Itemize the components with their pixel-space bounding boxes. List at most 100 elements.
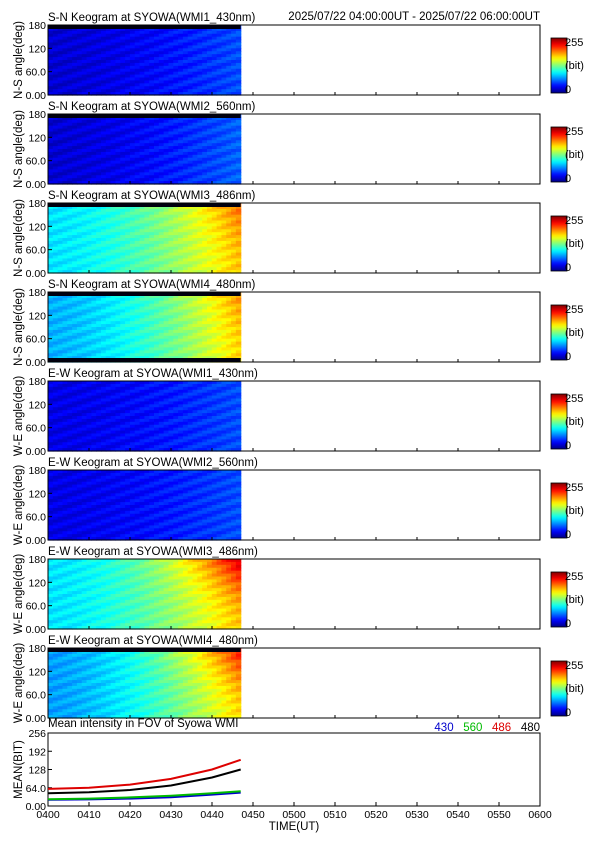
- heatmap-cell: [139, 54, 145, 58]
- heatmap-cell: [139, 433, 145, 438]
- heatmap-cell: [235, 74, 242, 79]
- heatmap-cell: [72, 208, 78, 213]
- heatmap-cell: [202, 116, 208, 121]
- heatmap-cell: [178, 246, 184, 251]
- heatmap-cell: [231, 214, 237, 219]
- heatmap-cell: [105, 36, 112, 41]
- heatmap-cell: [134, 300, 141, 305]
- heatmap-cell: [96, 353, 102, 357]
- heatmap-cell: [192, 33, 198, 38]
- heatmap-cell: [216, 137, 223, 141]
- heatmap-cell: [129, 270, 136, 274]
- heatmap-cell: [125, 60, 131, 64]
- heatmap-cell: [153, 327, 160, 331]
- heatmap-cell: [226, 404, 232, 408]
- heatmap-cell: [168, 436, 174, 440]
- heatmap-cell: [192, 356, 198, 360]
- heatmap-cell: [67, 332, 73, 337]
- heatmap-cell: [192, 134, 198, 138]
- heatmap-cell: [110, 128, 117, 133]
- heatmap-cell: [139, 258, 145, 262]
- heatmap-cell: [76, 54, 83, 58]
- heatmap-cell: [96, 223, 102, 227]
- heatmap-cell: [173, 68, 179, 73]
- heatmap-cell: [67, 140, 73, 144]
- heatmap-cell: [91, 252, 97, 257]
- heatmap-cell: [149, 264, 155, 268]
- heatmap-image: [48, 114, 242, 185]
- heatmap-cell: [153, 92, 160, 96]
- heatmap-cell: [48, 448, 54, 452]
- heatmap-cell: [139, 74, 145, 79]
- heatmap-cell: [52, 125, 59, 130]
- heatmap-cell: [211, 430, 218, 435]
- heatmap-cell: [216, 294, 223, 299]
- heatmap-cell: [100, 430, 107, 435]
- heatmap-cell: [110, 439, 117, 443]
- heatmap-cell: [192, 226, 198, 230]
- heatmap-cell: [91, 264, 97, 268]
- heatmap-cell: [168, 229, 174, 233]
- heatmap-cell: [110, 350, 117, 354]
- heatmap-cell: [202, 163, 208, 168]
- heatmap-cell: [216, 172, 223, 176]
- heatmap-cell: [231, 83, 237, 87]
- heatmap-cell: [202, 86, 208, 90]
- heatmap-cell: [211, 27, 218, 32]
- heatmap-cell: [192, 211, 198, 216]
- heatmap-cell: [216, 143, 223, 147]
- heatmap-cell: [216, 258, 223, 262]
- heatmap-cell: [231, 140, 237, 144]
- heatmap-cell: [211, 335, 218, 340]
- heatmap-cell: [86, 261, 92, 265]
- heatmap-cell: [197, 160, 203, 165]
- heatmap-cell: [110, 332, 117, 337]
- heatmap-cell: [149, 60, 155, 64]
- heatmap-cell: [144, 151, 150, 156]
- heatmap-cell: [62, 71, 68, 76]
- heatmap-cell: [125, 306, 131, 311]
- heatmap-cell: [48, 321, 54, 325]
- heatmap-cell: [149, 327, 155, 331]
- heatmap-cell: [216, 30, 223, 35]
- heatmap-cell: [235, 353, 242, 357]
- heatmap-cell: [226, 329, 232, 334]
- heatmap-cell: [76, 137, 83, 141]
- heatmap-cell: [221, 30, 227, 35]
- heatmap-cell: [178, 350, 184, 354]
- heatmap-cell: [86, 119, 92, 124]
- heatmap-cell: [231, 418, 237, 423]
- heatmap-cell: [86, 294, 92, 299]
- heatmap-cell: [115, 137, 121, 141]
- heatmap-cell: [192, 140, 198, 144]
- heatmap-cell: [134, 410, 141, 414]
- heatmap-cell: [206, 146, 213, 150]
- heatmap-cell: [48, 48, 54, 52]
- heatmap-cell: [76, 252, 83, 257]
- heatmap-cell: [192, 433, 198, 438]
- heatmap-cell: [192, 338, 198, 343]
- heatmap-cell: [139, 395, 145, 400]
- heatmap-cell: [206, 439, 213, 443]
- heatmap-cell: [100, 146, 107, 150]
- heatmap-cell: [153, 89, 160, 93]
- heatmap-cell: [129, 205, 136, 210]
- heatmap-cell: [139, 36, 145, 41]
- heatmap-cell: [158, 383, 165, 388]
- heatmap-cell: [144, 395, 150, 400]
- heatmap-cell: [149, 448, 155, 452]
- heatmap-cell: [67, 300, 73, 305]
- heatmap-cell: [149, 395, 155, 400]
- heatmap-cell: [216, 338, 223, 343]
- heatmap-cell: [115, 386, 121, 391]
- heatmap-cell: [197, 143, 203, 147]
- heatmap-cell: [226, 131, 232, 136]
- heatmap-cell: [197, 240, 203, 245]
- heatmap-cell: [52, 172, 59, 176]
- heatmap-cell: [105, 258, 112, 262]
- heatmap-cell: [100, 416, 107, 420]
- heatmap-cell: [235, 33, 242, 38]
- heatmap-cell: [52, 309, 59, 314]
- heatmap-cell: [57, 356, 64, 360]
- heatmap-cell: [125, 312, 131, 316]
